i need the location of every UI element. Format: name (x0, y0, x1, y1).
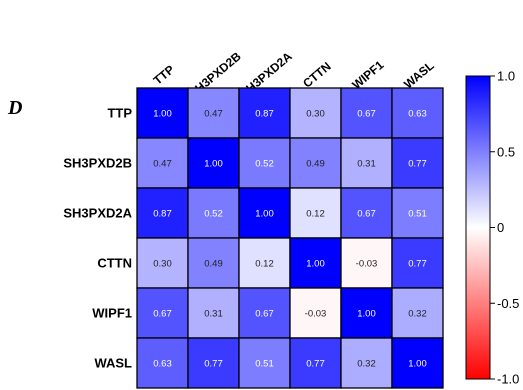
heatmap-cell (340, 137, 393, 189)
cell-value-label: 0.47 (204, 109, 223, 120)
heatmap-cell (391, 237, 444, 289)
cell-value-label: 0.51 (408, 209, 427, 220)
heatmap-cell (136, 287, 189, 339)
cell-value-label: 0.32 (357, 359, 376, 370)
heatmap-cell (136, 237, 189, 289)
colorbar-tick-label: 0.5 (497, 144, 515, 159)
cell-value-label: 0.63 (408, 109, 427, 120)
cell-value-label: 0.63 (153, 359, 172, 370)
cell-value-label: 0.51 (255, 359, 274, 370)
cell-value-label: 0.12 (255, 259, 274, 270)
cell-value-label: -0.03 (356, 259, 378, 270)
cell-value-label: 0.32 (408, 309, 427, 320)
heatmap-cell (238, 87, 291, 139)
heatmap-cell (238, 237, 291, 289)
heatmap-cell (238, 287, 291, 339)
column-label: WASL (401, 58, 437, 91)
cell-value-label: 0.31 (357, 159, 376, 170)
column-label: CTTN (300, 59, 334, 90)
cell-value-label: 0.49 (306, 159, 325, 170)
cell-value-label: 0.87 (255, 109, 274, 120)
cell-value-label: 1.00 (408, 359, 427, 370)
cell-value-label: 0.49 (204, 259, 223, 270)
cell-value-label: 1.00 (204, 159, 223, 170)
cell-value-label: 0.31 (204, 309, 223, 320)
panel-label: D (8, 97, 23, 119)
column-label: WIPF1 (349, 58, 386, 93)
heatmap-cell (187, 87, 240, 139)
colorbar-tick-label: 1.0 (497, 69, 515, 84)
row-label: SH3PXD2A (63, 206, 132, 221)
column-label: TTP (151, 62, 177, 87)
row-label: WASL (94, 356, 132, 371)
cell-value-label: 0.87 (153, 209, 172, 220)
cell-value-label: 0.52 (255, 159, 274, 170)
row-label: WIPF1 (92, 306, 132, 321)
heatmap-cell (238, 337, 291, 389)
heatmap-cell (187, 337, 240, 389)
heatmap-cell (187, 137, 240, 189)
cell-value-label: 1.00 (153, 109, 172, 120)
cell-value-label: 0.77 (306, 359, 325, 370)
heatmap-cell (136, 337, 189, 389)
cell-value-label: 0.77 (204, 359, 223, 370)
heatmap-cell (340, 87, 393, 139)
cell-value-label: -0.03 (305, 309, 327, 320)
heatmap-cell (391, 187, 444, 239)
heatmap-cell (391, 337, 444, 389)
cell-value-label: 1.00 (357, 309, 376, 320)
colorbar-tick-label: 0 (497, 220, 504, 235)
cell-value-label: 1.00 (255, 209, 274, 220)
cell-value-label: 0.77 (408, 159, 427, 170)
cell-value-label: 0.67 (357, 109, 376, 120)
row-label: TTP (107, 106, 132, 121)
colorbar (465, 75, 491, 380)
heatmap-cell (289, 287, 342, 339)
cell-value-label: 0.30 (306, 109, 325, 120)
colorbar-tick-label: -1.0 (497, 372, 519, 387)
cell-value-label: 1.00 (306, 259, 325, 270)
cell-value-label: 0.12 (306, 209, 325, 220)
cell-value-label: 0.30 (153, 259, 172, 270)
cell-value-label: 0.77 (408, 259, 427, 270)
row-label: CTTN (97, 256, 132, 271)
heatmap-cell (289, 137, 342, 189)
cell-value-label: 0.52 (204, 209, 223, 220)
heatmap-cell (289, 337, 342, 389)
heatmap-cell (340, 237, 393, 289)
row-label: SH3PXD2B (63, 156, 132, 171)
colorbar-tick-label: -0.5 (497, 296, 519, 311)
cell-value-label: 0.67 (153, 309, 172, 320)
heatmap-cell (340, 187, 393, 239)
cell-value-label: 0.47 (153, 159, 172, 170)
cell-value-label: 0.67 (357, 209, 376, 220)
cell-value-label: 0.67 (255, 309, 274, 320)
